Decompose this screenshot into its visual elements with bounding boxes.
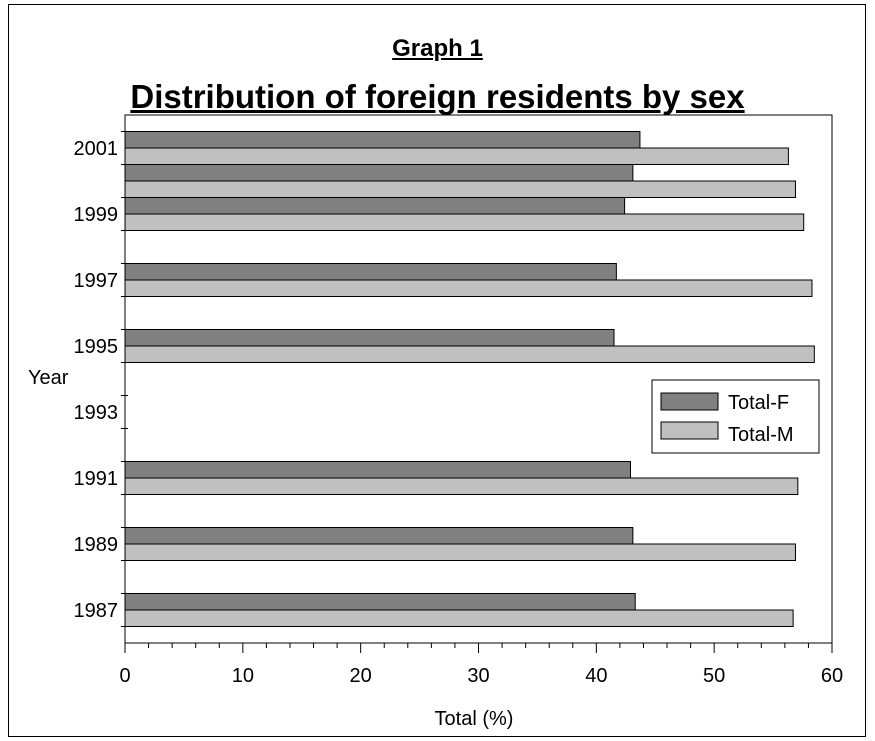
legend-swatch-total-m <box>660 421 719 440</box>
y-tick-label: 1995 <box>74 336 119 358</box>
x-tick-label: 30 <box>467 665 489 687</box>
y-tick-label: 1991 <box>74 468 119 490</box>
x-tick-label: 60 <box>821 665 843 687</box>
x-tick-label: 0 <box>119 665 130 687</box>
legend-label-total-f: Total-F <box>728 392 789 414</box>
y-tick-label: 1987 <box>74 600 119 622</box>
x-tick-label: 50 <box>703 665 725 687</box>
bar-total-m-1997 <box>124 279 813 297</box>
bar-total-f-2001 <box>124 131 641 149</box>
chart-subtitle: Distribution of foreign residents by sex <box>130 78 745 115</box>
x-tick-label: 20 <box>350 665 372 687</box>
bar-total-m-2001 <box>124 147 789 165</box>
bar-total-m-1995 <box>124 345 815 363</box>
y-tick-label: 1999 <box>74 204 119 226</box>
legend-box <box>651 379 820 454</box>
bar-total-m-2000 <box>124 180 796 198</box>
legend-swatch-total-f <box>660 392 719 411</box>
y-axis-title: Year <box>28 367 69 389</box>
x-tick-label: 10 <box>232 665 254 687</box>
legend: Total-F Total-M <box>651 379 820 454</box>
y-tick-label: 1997 <box>74 270 119 292</box>
bar-total-f-2000 <box>124 164 634 182</box>
x-axis-title: Total (%) <box>435 708 514 730</box>
y-tick-label: 1989 <box>74 534 119 556</box>
bar-total-m-1999 <box>124 213 805 231</box>
bar-total-m-1987 <box>124 609 794 627</box>
bars-group <box>124 131 815 627</box>
y-tick-label: 2001 <box>74 138 119 160</box>
bar-total-f-1989 <box>124 527 634 545</box>
bar-total-f-1997 <box>124 263 617 281</box>
x-tick-label: 40 <box>585 665 607 687</box>
bar-total-f-1999 <box>124 197 626 215</box>
x-axis: 0 10 20 30 40 50 60 <box>119 643 843 687</box>
bar-total-m-1989 <box>124 543 796 561</box>
legend-label-total-m: Total-M <box>728 424 794 446</box>
bar-total-f-1991 <box>124 461 632 479</box>
bar-total-f-1987 <box>124 593 636 611</box>
y-axis: 1987 1989 1991 1993 1995 1997 1999 2001 <box>74 131 128 627</box>
bar-total-m-1991 <box>124 477 799 495</box>
y-tick-label: 1993 <box>74 402 119 424</box>
bar-total-f-1995 <box>124 329 615 347</box>
chart-title: Graph 1 <box>392 35 483 62</box>
